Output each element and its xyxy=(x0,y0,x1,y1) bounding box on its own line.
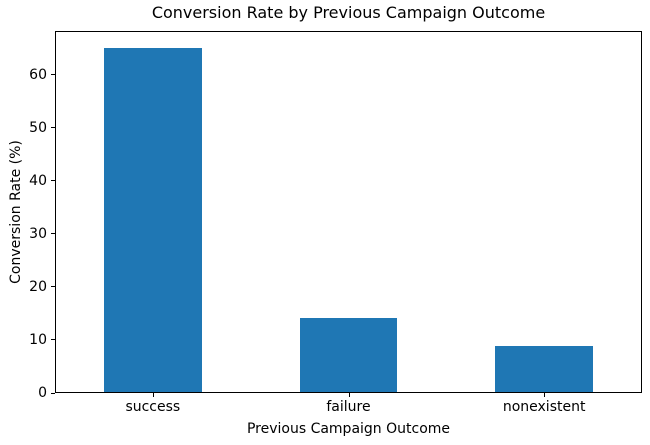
y-tick-mark xyxy=(51,392,55,394)
bar-failure xyxy=(299,318,398,393)
y-tick-mark xyxy=(51,74,55,76)
y-tick-mark xyxy=(51,233,55,235)
y-tick-mark xyxy=(51,127,55,129)
bar-success xyxy=(103,47,202,393)
chart-title: Conversion Rate by Previous Campaign Out… xyxy=(151,3,546,22)
x-tick-label-nonexistent: nonexistent xyxy=(502,399,586,415)
x-tick-mark xyxy=(544,393,546,397)
y-tick-label: 40 xyxy=(29,172,47,189)
y-tick-mark xyxy=(51,339,55,341)
x-tick-label-success: success xyxy=(125,399,181,415)
bar-nonexistent xyxy=(495,346,594,393)
x-tick-mark xyxy=(152,393,154,397)
x-axis-label: Previous Campaign Outcome xyxy=(246,421,451,437)
y-tick-label: 60 xyxy=(29,66,47,83)
y-tick-mark xyxy=(51,180,55,182)
y-tick-label: 20 xyxy=(29,278,47,295)
y-tick-label: 30 xyxy=(29,225,47,242)
y-tick-label: 10 xyxy=(29,331,47,348)
x-tick-label-failure: failure xyxy=(326,399,371,415)
y-tick-label: 0 xyxy=(38,385,47,401)
y-tick-label: 50 xyxy=(29,119,47,136)
y-axis-label: Conversion Rate (%) xyxy=(8,140,24,284)
y-tick-mark xyxy=(51,286,55,288)
x-tick-mark xyxy=(348,393,350,397)
